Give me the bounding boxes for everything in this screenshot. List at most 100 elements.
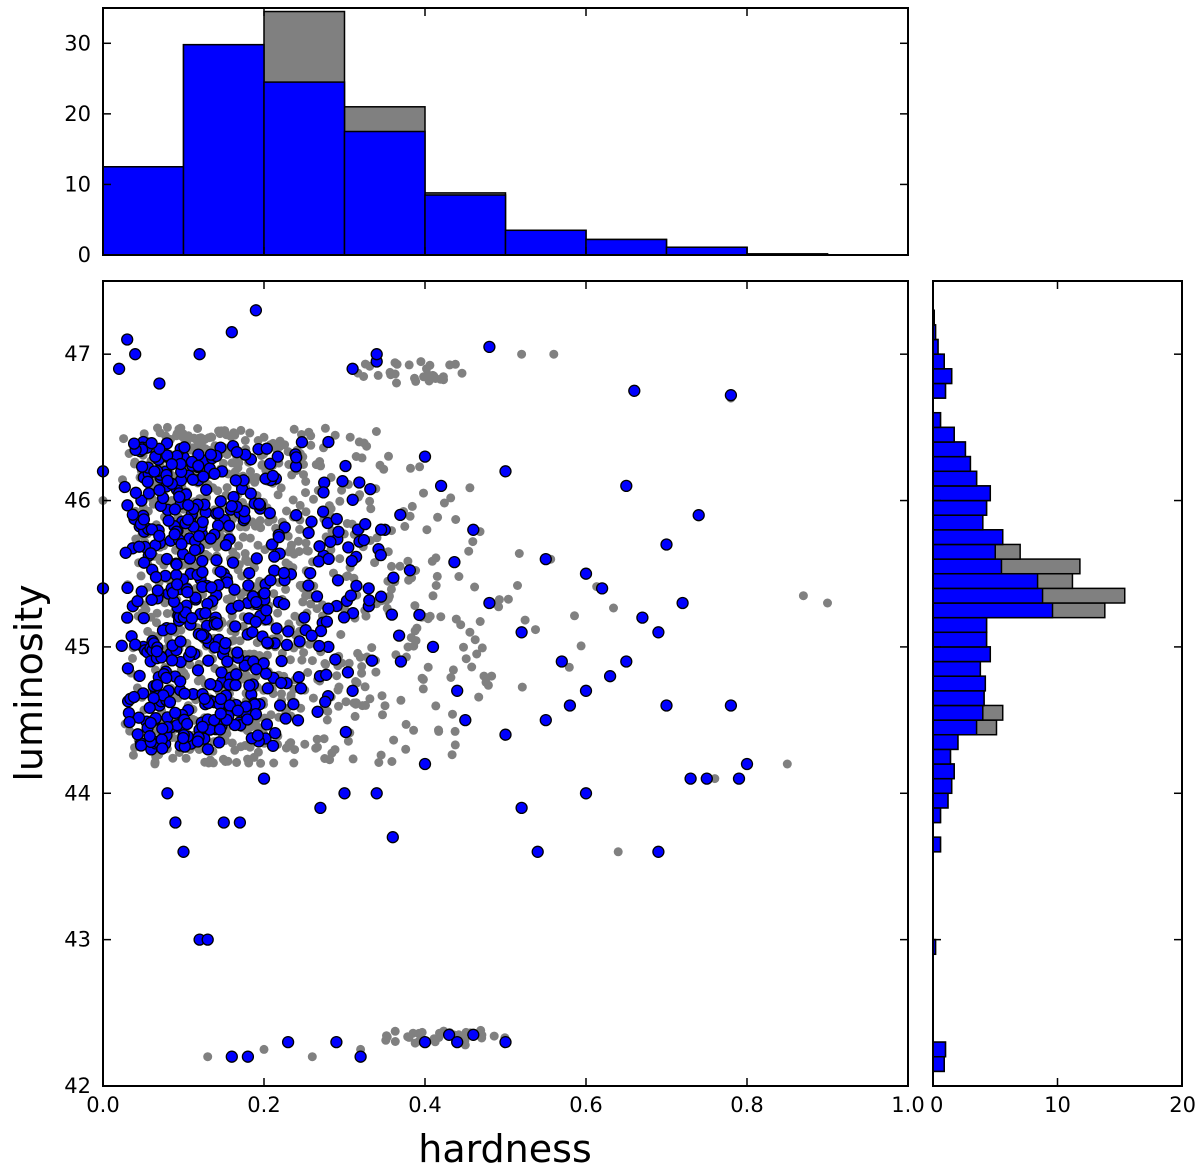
right-hist-bar-blue: [932, 660, 982, 677]
scatter-point-blue: [221, 655, 234, 668]
scatter-point-gray: [531, 625, 540, 635]
scatter-point-gray: [269, 589, 279, 599]
x-tick-label: 0.4: [408, 1093, 441, 1117]
scatter-point-blue: [344, 589, 358, 602]
scatter-point-gray: [230, 467, 240, 477]
scatter-point-blue: [185, 612, 199, 625]
x-axis-label: hardness: [418, 1127, 592, 1168]
top-hist-bar-blue: [263, 81, 346, 256]
scatter-point-blue: [182, 498, 195, 512]
scatter-point-blue: [700, 772, 713, 785]
scatter-point-blue: [213, 723, 227, 736]
scatter-point-blue: [214, 495, 227, 508]
scatter-point-gray: [253, 436, 263, 445]
scatter-point-gray: [320, 423, 330, 433]
scatter-point-blue: [298, 611, 311, 624]
scatter-point-blue: [180, 717, 194, 731]
scatter-point-blue: [394, 655, 408, 668]
scatter-point-blue: [191, 664, 205, 677]
scatter-point-gray: [503, 594, 513, 604]
scatter-point-blue: [346, 684, 359, 697]
scatter-point-blue: [144, 547, 157, 560]
scatter-point-gray: [301, 507, 311, 517]
scatter-point-blue: [214, 707, 227, 720]
scatter-point-gray: [312, 742, 322, 752]
y-tick-label: 47: [64, 342, 91, 366]
scatter-point-gray: [359, 372, 369, 381]
scatter-point-blue: [121, 611, 134, 624]
scatter-point-blue: [322, 602, 335, 615]
scatter-point-gray: [390, 1037, 400, 1046]
scatter-point-blue: [257, 772, 271, 785]
scatter-point-blue: [595, 582, 609, 595]
scatter-point-blue: [304, 567, 317, 580]
scatter-point-gray: [350, 711, 360, 721]
scatter-point-blue: [246, 626, 259, 639]
scatter-point-gray: [416, 357, 426, 367]
scatter-point-blue: [165, 458, 178, 471]
scatter-point-gray: [337, 485, 347, 495]
scatter-point-blue: [342, 541, 355, 554]
scatter-point-gray: [275, 442, 285, 452]
scatter-point-blue: [169, 706, 182, 720]
scatter-point-blue: [317, 486, 330, 499]
scatter-point-gray: [419, 488, 428, 498]
scatter-point-gray: [436, 612, 446, 622]
scatter-point-gray: [227, 738, 237, 748]
scatter-point-blue: [353, 476, 366, 489]
right-hist-bar-blue: [932, 602, 1054, 619]
scatter-point-gray: [454, 572, 464, 581]
scatter-point-gray: [307, 1052, 317, 1062]
scatter-point-blue: [330, 512, 343, 526]
scatter-point-blue: [448, 555, 461, 569]
scatter-point-blue: [338, 787, 351, 800]
scatter-point-gray: [194, 433, 204, 443]
scatter-point-gray: [332, 671, 342, 681]
scatter-point-blue: [196, 720, 209, 733]
scatter-point-gray: [373, 370, 383, 380]
scatter-point-blue: [165, 654, 179, 667]
scatter-point-blue: [145, 437, 158, 450]
scatter-point-blue: [370, 348, 383, 361]
scatter-point-gray: [370, 558, 380, 568]
scatter-point-gray: [609, 603, 618, 613]
top-hist-bar-blue: [343, 130, 426, 256]
right-hist-bar-blue: [932, 646, 992, 663]
scatter-point-gray: [295, 580, 305, 590]
scatter-point-blue: [202, 654, 215, 667]
scatter-point-blue: [320, 668, 333, 681]
scatter-point-gray: [477, 643, 487, 653]
right-hist-bar-blue: [932, 1055, 945, 1073]
scatter-point-blue: [336, 475, 349, 488]
scatter-point-gray: [387, 757, 397, 766]
scatter-point-gray: [389, 735, 399, 745]
scatter-point-gray: [386, 584, 396, 594]
top-y-tick-label: 10: [64, 172, 91, 196]
scatter-point-blue: [163, 695, 177, 709]
scatter-point-blue: [724, 699, 738, 712]
scatter-point-gray: [411, 376, 421, 386]
scatter-point-blue: [280, 638, 294, 652]
scatter-point-blue: [204, 677, 217, 691]
scatter-point-blue: [313, 639, 326, 653]
scatter-point-gray: [392, 378, 401, 388]
scatter-point-blue: [266, 739, 280, 752]
scatter-point-blue: [418, 450, 432, 463]
scatter-point-gray: [185, 660, 195, 670]
scatter-point-blue: [137, 556, 151, 569]
scatter-point-blue: [292, 671, 305, 684]
scatter-point-blue: [225, 326, 238, 339]
scatter-point-gray: [245, 533, 255, 543]
scatter-point-blue: [249, 304, 263, 317]
scatter-point-gray: [351, 699, 361, 709]
scatter-point-blue: [143, 730, 156, 743]
scatter-point-gray: [401, 719, 411, 729]
scatter-point-gray: [404, 360, 414, 370]
scatter-point-gray: [322, 715, 332, 725]
scatter-point-gray: [371, 667, 381, 677]
scatter-point-blue: [181, 586, 194, 599]
scatter-point-gray: [371, 427, 381, 436]
scatter-point-blue: [264, 574, 277, 587]
top-hist-bar-blue: [665, 246, 748, 256]
scatter-point-blue: [279, 712, 292, 725]
